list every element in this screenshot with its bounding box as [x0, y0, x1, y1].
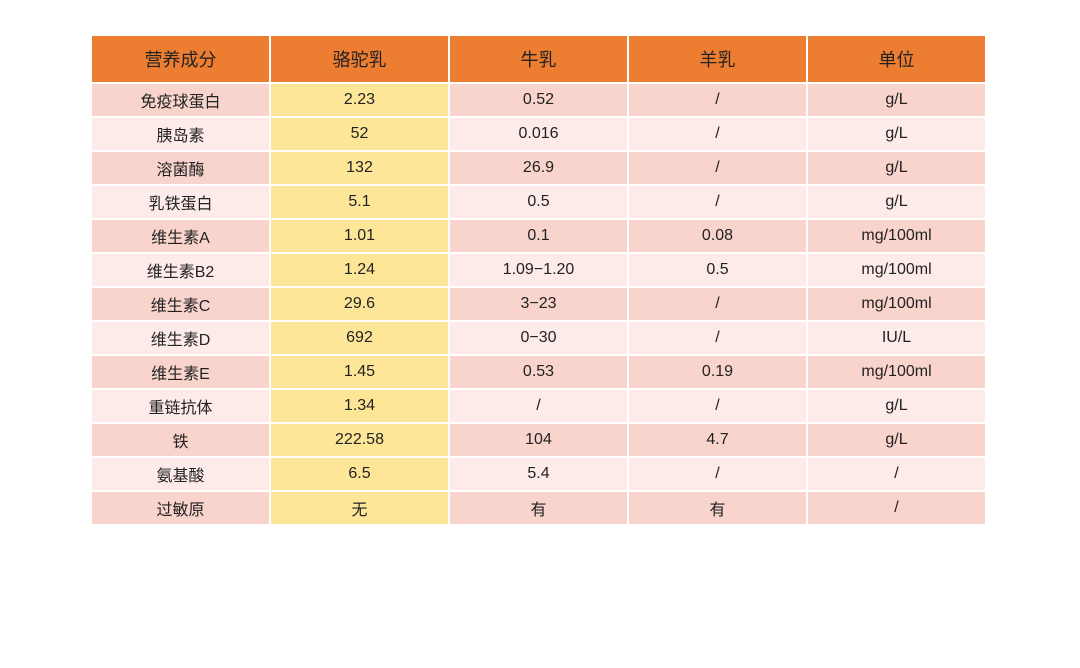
nutrient-name-cell: 铁 [92, 424, 269, 456]
value-cell: 5.4 [450, 458, 627, 490]
value-cell: 692 [271, 322, 448, 354]
value-cell: / [629, 152, 806, 184]
value-cell: / [629, 288, 806, 320]
value-cell: 6.5 [271, 458, 448, 490]
value-cell: g/L [808, 390, 985, 422]
value-cell: 52 [271, 118, 448, 150]
value-cell: 3−23 [450, 288, 627, 320]
value-cell: 0.1 [450, 220, 627, 252]
nutrient-name-cell: 维生素D [92, 322, 269, 354]
value-cell: / [808, 458, 985, 490]
value-cell: 5.1 [271, 186, 448, 218]
value-cell: 1.09−1.20 [450, 254, 627, 286]
value-cell: 0.08 [629, 220, 806, 252]
value-cell: g/L [808, 118, 985, 150]
value-cell: 有 [450, 492, 627, 524]
value-cell: / [629, 84, 806, 116]
value-cell: 有 [629, 492, 806, 524]
value-cell: mg/100ml [808, 288, 985, 320]
table-row: 溶菌酶 132 26.9/g/L [92, 152, 985, 184]
column-header: 营养成分 [92, 36, 269, 82]
nutrient-name-cell: 乳铁蛋白 [92, 186, 269, 218]
table-row: 过敏原无有有 / [92, 492, 985, 524]
nutrient-name-cell: 免疫球蛋白 [92, 84, 269, 116]
value-cell: 0.53 [450, 356, 627, 388]
value-cell: / [629, 458, 806, 490]
value-cell: 0.016 [450, 118, 627, 150]
value-cell: 0.5 [450, 186, 627, 218]
table-row: 铁 222.58 104 4.7 g/L [92, 424, 985, 456]
nutrient-name-cell: 维生素B2 [92, 254, 269, 286]
column-header: 羊乳 [629, 36, 806, 82]
header-row: 营养成分 骆驼乳 牛乳 羊乳 单位 [92, 36, 985, 82]
table-row: 氨基酸 6.5 5.4// [92, 458, 985, 490]
value-cell: 1.01 [271, 220, 448, 252]
value-cell: g/L [808, 84, 985, 116]
value-cell: 26.9 [450, 152, 627, 184]
table-row: 免疫球蛋白 2.23 0.52/g/L [92, 84, 985, 116]
nutrient-name-cell: 胰岛素 [92, 118, 269, 150]
value-cell: 29.6 [271, 288, 448, 320]
nutrient-name-cell: 维生素A [92, 220, 269, 252]
value-cell: 0.5 [629, 254, 806, 286]
value-cell: mg/100ml [808, 220, 985, 252]
nutrient-name-cell: 维生素E [92, 356, 269, 388]
nutrient-name-cell: 溶菌酶 [92, 152, 269, 184]
value-cell: g/L [808, 186, 985, 218]
value-cell: 1.24 [271, 254, 448, 286]
nutrient-name-cell: 重链抗体 [92, 390, 269, 422]
value-cell: 0−30 [450, 322, 627, 354]
table-row: 乳铁蛋白 5.1 0.5/g/L [92, 186, 985, 218]
table-row: 维生素C 29.6 3−23/mg/100ml [92, 288, 985, 320]
value-cell: IU/L [808, 322, 985, 354]
value-cell: 222.58 [271, 424, 448, 456]
value-cell: / [629, 118, 806, 150]
column-header: 牛乳 [450, 36, 627, 82]
value-cell: 4.7 [629, 424, 806, 456]
value-cell: mg/100ml [808, 254, 985, 286]
value-cell: g/L [808, 424, 985, 456]
table-row: 维生素A 1.01 0.1 0.08 mg/100ml [92, 220, 985, 252]
value-cell: 1.34 [271, 390, 448, 422]
nutrient-name-cell: 维生素C [92, 288, 269, 320]
value-cell: / [450, 390, 627, 422]
column-header: 骆驼乳 [271, 36, 448, 82]
value-cell: / [629, 186, 806, 218]
table-row: 维生素E 1.45 0.53 0.19 mg/100ml [92, 356, 985, 388]
value-cell: 1.45 [271, 356, 448, 388]
value-cell: 132 [271, 152, 448, 184]
value-cell: mg/100ml [808, 356, 985, 388]
value-cell: / [808, 492, 985, 524]
table-row: 重链抗体 1.34// g/L [92, 390, 985, 422]
value-cell: 0.19 [629, 356, 806, 388]
nutrition-comparison-table: 营养成分 骆驼乳 牛乳 羊乳 单位 免疫球蛋白 2.23 0.52/g/L 胰岛素 52 0.01… [90, 34, 987, 526]
value-cell: 无 [271, 492, 448, 524]
value-cell: 104 [450, 424, 627, 456]
table-row: 维生素D 692 0−30/IU/L [92, 322, 985, 354]
value-cell: g/L [808, 152, 985, 184]
nutrient-name-cell: 过敏原 [92, 492, 269, 524]
column-header: 单位 [808, 36, 985, 82]
table-row: 胰岛素 52 0.016/g/L [92, 118, 985, 150]
value-cell: / [629, 390, 806, 422]
nutrient-name-cell: 氨基酸 [92, 458, 269, 490]
value-cell: / [629, 322, 806, 354]
value-cell: 2.23 [271, 84, 448, 116]
value-cell: 0.52 [450, 84, 627, 116]
table-row: 维生素B2 1.24 1.09−1.20 0.5 mg/100ml [92, 254, 985, 286]
